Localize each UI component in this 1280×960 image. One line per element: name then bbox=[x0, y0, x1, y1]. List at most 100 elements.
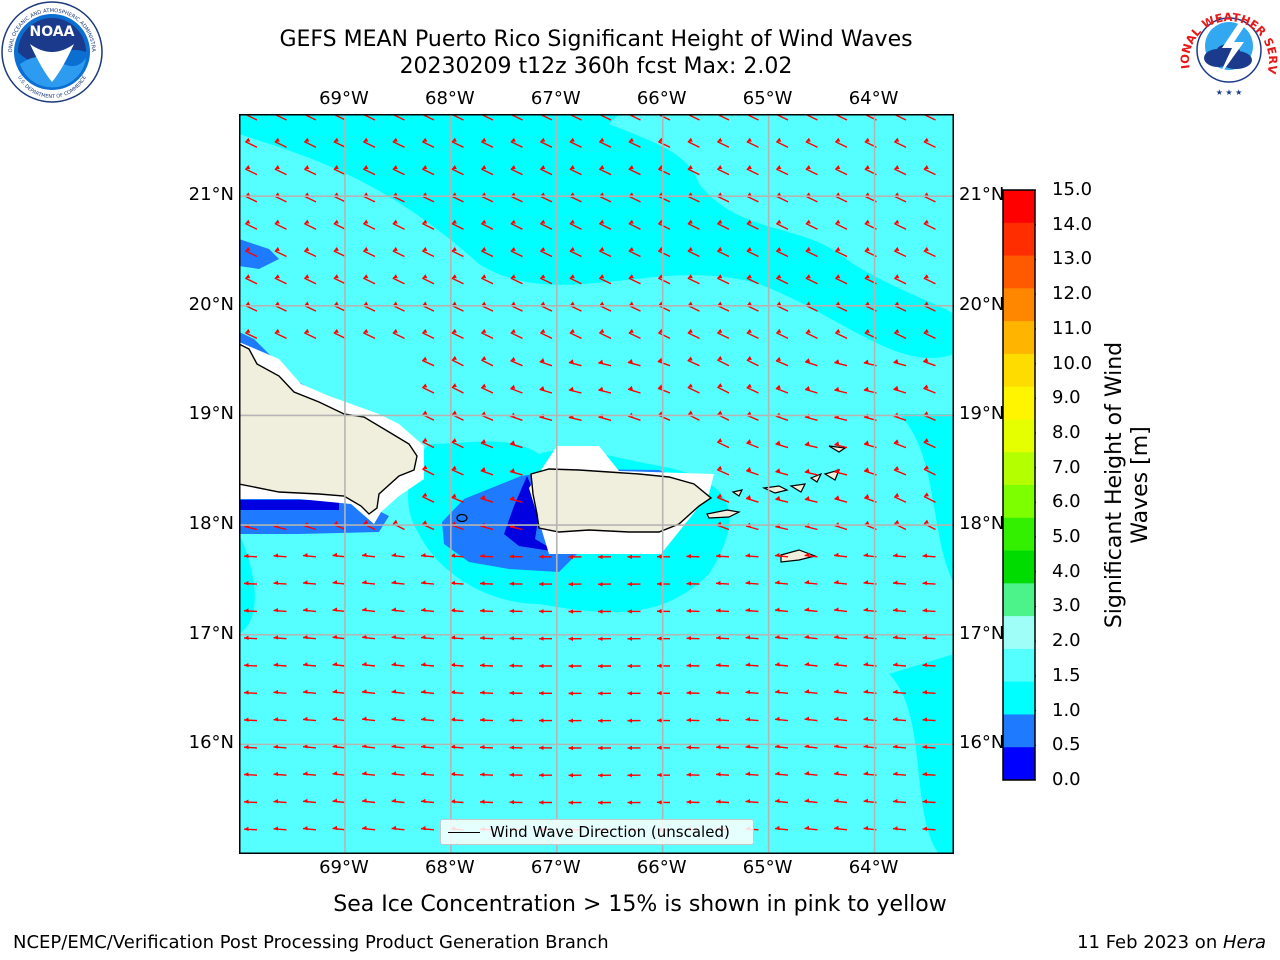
colorbar-tick-label: 10.0 bbox=[1052, 352, 1093, 374]
direction-arrow bbox=[450, 553, 464, 558]
direction-arrow bbox=[362, 219, 376, 230]
direction-arrow bbox=[480, 466, 494, 476]
lat-tick-label-left: 20°N bbox=[188, 293, 234, 315]
direction-arrow bbox=[804, 441, 818, 449]
direction-arrow bbox=[715, 717, 730, 722]
direction-arrow bbox=[745, 635, 759, 640]
direction-arrow bbox=[274, 219, 287, 230]
direction-arrow bbox=[715, 580, 730, 586]
colorbar-segment bbox=[1003, 550, 1035, 584]
direction-arrow bbox=[628, 165, 641, 176]
mona-island bbox=[456, 513, 468, 523]
direction-arrow bbox=[332, 552, 346, 558]
direction-arrow bbox=[302, 744, 317, 749]
colorbar-tick-label: 7.0 bbox=[1052, 456, 1081, 478]
direction-arrow bbox=[420, 662, 435, 667]
direction-arrow bbox=[716, 246, 730, 258]
direction-arrow bbox=[568, 718, 582, 723]
direction-arrow bbox=[804, 607, 818, 613]
direction-arrow bbox=[892, 689, 907, 694]
colorbar-segment bbox=[1003, 648, 1035, 683]
lon-tick-label-top: 65°W bbox=[742, 88, 793, 109]
direction-arrow bbox=[302, 607, 317, 613]
colorbar-segment bbox=[1003, 255, 1035, 289]
direction-arrow bbox=[716, 192, 730, 203]
direction-arrow bbox=[332, 607, 346, 613]
direction-arrow bbox=[804, 689, 818, 694]
direction-arrow bbox=[479, 581, 494, 586]
direction-arrow bbox=[569, 165, 582, 176]
lat-tick-label-right: 17°N bbox=[959, 622, 1005, 644]
direction-arrow bbox=[509, 663, 523, 668]
direction-arrow bbox=[804, 716, 818, 722]
direction-arrow bbox=[421, 328, 435, 340]
direction-arrow bbox=[480, 192, 494, 203]
direction-arrow bbox=[510, 192, 523, 203]
colorbar bbox=[1002, 189, 1036, 781]
direction-arrow bbox=[421, 192, 435, 203]
direction-arrow bbox=[687, 383, 700, 394]
direction-arrow bbox=[333, 246, 346, 258]
direction-arrow bbox=[715, 772, 730, 777]
map-frame bbox=[239, 114, 954, 854]
direction-arrow bbox=[332, 825, 346, 831]
direction-arrow bbox=[451, 383, 464, 394]
lat-tick-label-left: 19°N bbox=[188, 403, 234, 425]
direction-arrow bbox=[303, 246, 317, 258]
direction-arrow bbox=[303, 137, 317, 148]
direction-arrow bbox=[923, 357, 936, 367]
direction-arrow bbox=[716, 328, 730, 340]
direction-arrow bbox=[569, 192, 582, 203]
lat-tick-label-left: 18°N bbox=[188, 513, 234, 535]
colorbar-segment bbox=[1003, 190, 1035, 224]
direction-arrow bbox=[774, 662, 789, 667]
direction-arrow bbox=[391, 580, 405, 585]
colorbar-tick-label: 0.5 bbox=[1052, 734, 1081, 756]
direction-arrow bbox=[480, 439, 494, 449]
direction-arrow bbox=[362, 771, 376, 776]
direction-arrow bbox=[834, 219, 848, 230]
direction-arrow bbox=[892, 798, 907, 804]
direction-arrow bbox=[687, 137, 700, 148]
direction-arrow bbox=[568, 663, 582, 669]
direction-arrow bbox=[273, 771, 287, 777]
direction-arrow bbox=[538, 745, 553, 750]
direction-arrow bbox=[509, 718, 523, 723]
colorbar-segment bbox=[1003, 353, 1035, 388]
direction-arrow bbox=[923, 328, 936, 340]
direction-arrow bbox=[243, 772, 258, 777]
direction-arrow bbox=[450, 799, 464, 804]
deep-blue-zone bbox=[504, 476, 557, 552]
direction-arrow bbox=[333, 192, 346, 203]
lat-tick-label-right: 20°N bbox=[959, 293, 1005, 315]
direction-arrow bbox=[627, 554, 641, 560]
direction-arrow bbox=[892, 716, 907, 722]
direction-arrow bbox=[391, 798, 405, 804]
direction-arrow bbox=[481, 356, 494, 367]
direction-arrow bbox=[598, 328, 612, 340]
direction-arrow bbox=[538, 691, 553, 696]
direction-arrow bbox=[510, 219, 523, 230]
lat-tick-label-right: 21°N bbox=[959, 184, 1005, 206]
direction-arrow bbox=[420, 689, 435, 694]
direction-arrow bbox=[716, 219, 730, 230]
direction-arrow bbox=[243, 690, 258, 695]
direction-arrow bbox=[303, 328, 317, 340]
direction-arrow bbox=[923, 384, 936, 394]
direction-arrow bbox=[893, 274, 907, 285]
direction-arrow bbox=[597, 773, 612, 778]
direction-arrow bbox=[333, 328, 346, 340]
direction-arrow bbox=[480, 137, 494, 148]
direction-arrow bbox=[746, 439, 759, 449]
direction-arrow bbox=[479, 717, 494, 722]
lat-tick-label-right: 18°N bbox=[959, 513, 1005, 535]
direction-arrow bbox=[716, 493, 730, 503]
direction-arrow bbox=[775, 219, 789, 230]
lon-tick-label-bottom: 64°W bbox=[848, 857, 899, 878]
direction-arrow bbox=[628, 246, 641, 258]
direction-arrow bbox=[598, 246, 612, 258]
direction-arrow bbox=[568, 773, 582, 778]
direction-arrow bbox=[391, 689, 405, 694]
direction-arrow bbox=[302, 771, 317, 776]
direction-arrow bbox=[509, 799, 523, 805]
